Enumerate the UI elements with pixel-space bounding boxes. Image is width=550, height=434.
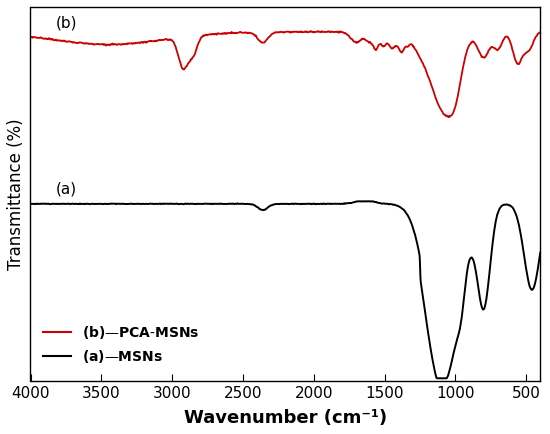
Text: (a): (a): [56, 181, 77, 197]
Text: (b): (b): [56, 15, 78, 30]
X-axis label: Wavenumber (cm⁻¹): Wavenumber (cm⁻¹): [184, 409, 387, 427]
Y-axis label: Transmittance (%): Transmittance (%): [7, 118, 25, 270]
Legend: $\bf{(b)}$—$\bf{PCA\text{-}MSNs}$, $\bf{(a)}$—$\bf{MSNs}$: $\bf{(b)}$—$\bf{PCA\text{-}MSNs}$, $\bf{…: [37, 318, 205, 370]
